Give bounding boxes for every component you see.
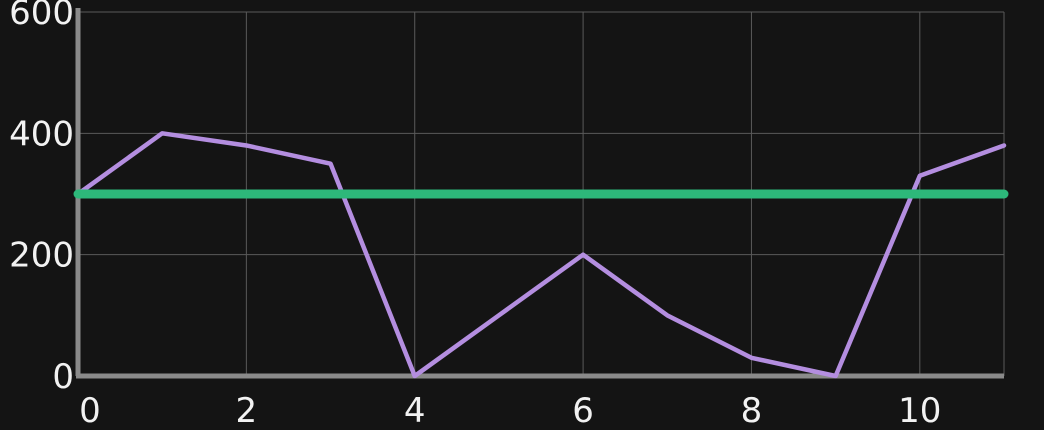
x-tick-label-4: 4: [404, 391, 426, 430]
y-tick-label-400: 400: [9, 114, 74, 154]
x-tick-label-0: 0: [79, 391, 101, 430]
y-tick-label-0: 0: [52, 357, 74, 397]
x-tick-label-2: 2: [236, 391, 258, 430]
series-group: [73, 131, 1009, 379]
y-tick-label-600: 600: [9, 0, 74, 33]
x-tick-label-8: 8: [741, 391, 763, 430]
series-line-1: [75, 131, 1007, 379]
x-tick-label-10: 10: [898, 391, 941, 430]
x-tick-label-6: 6: [572, 391, 594, 430]
tick-labels: 0 200 400 600 0 2 4 6 8 10: [9, 0, 941, 430]
y-tick-label-200: 200: [9, 236, 74, 276]
